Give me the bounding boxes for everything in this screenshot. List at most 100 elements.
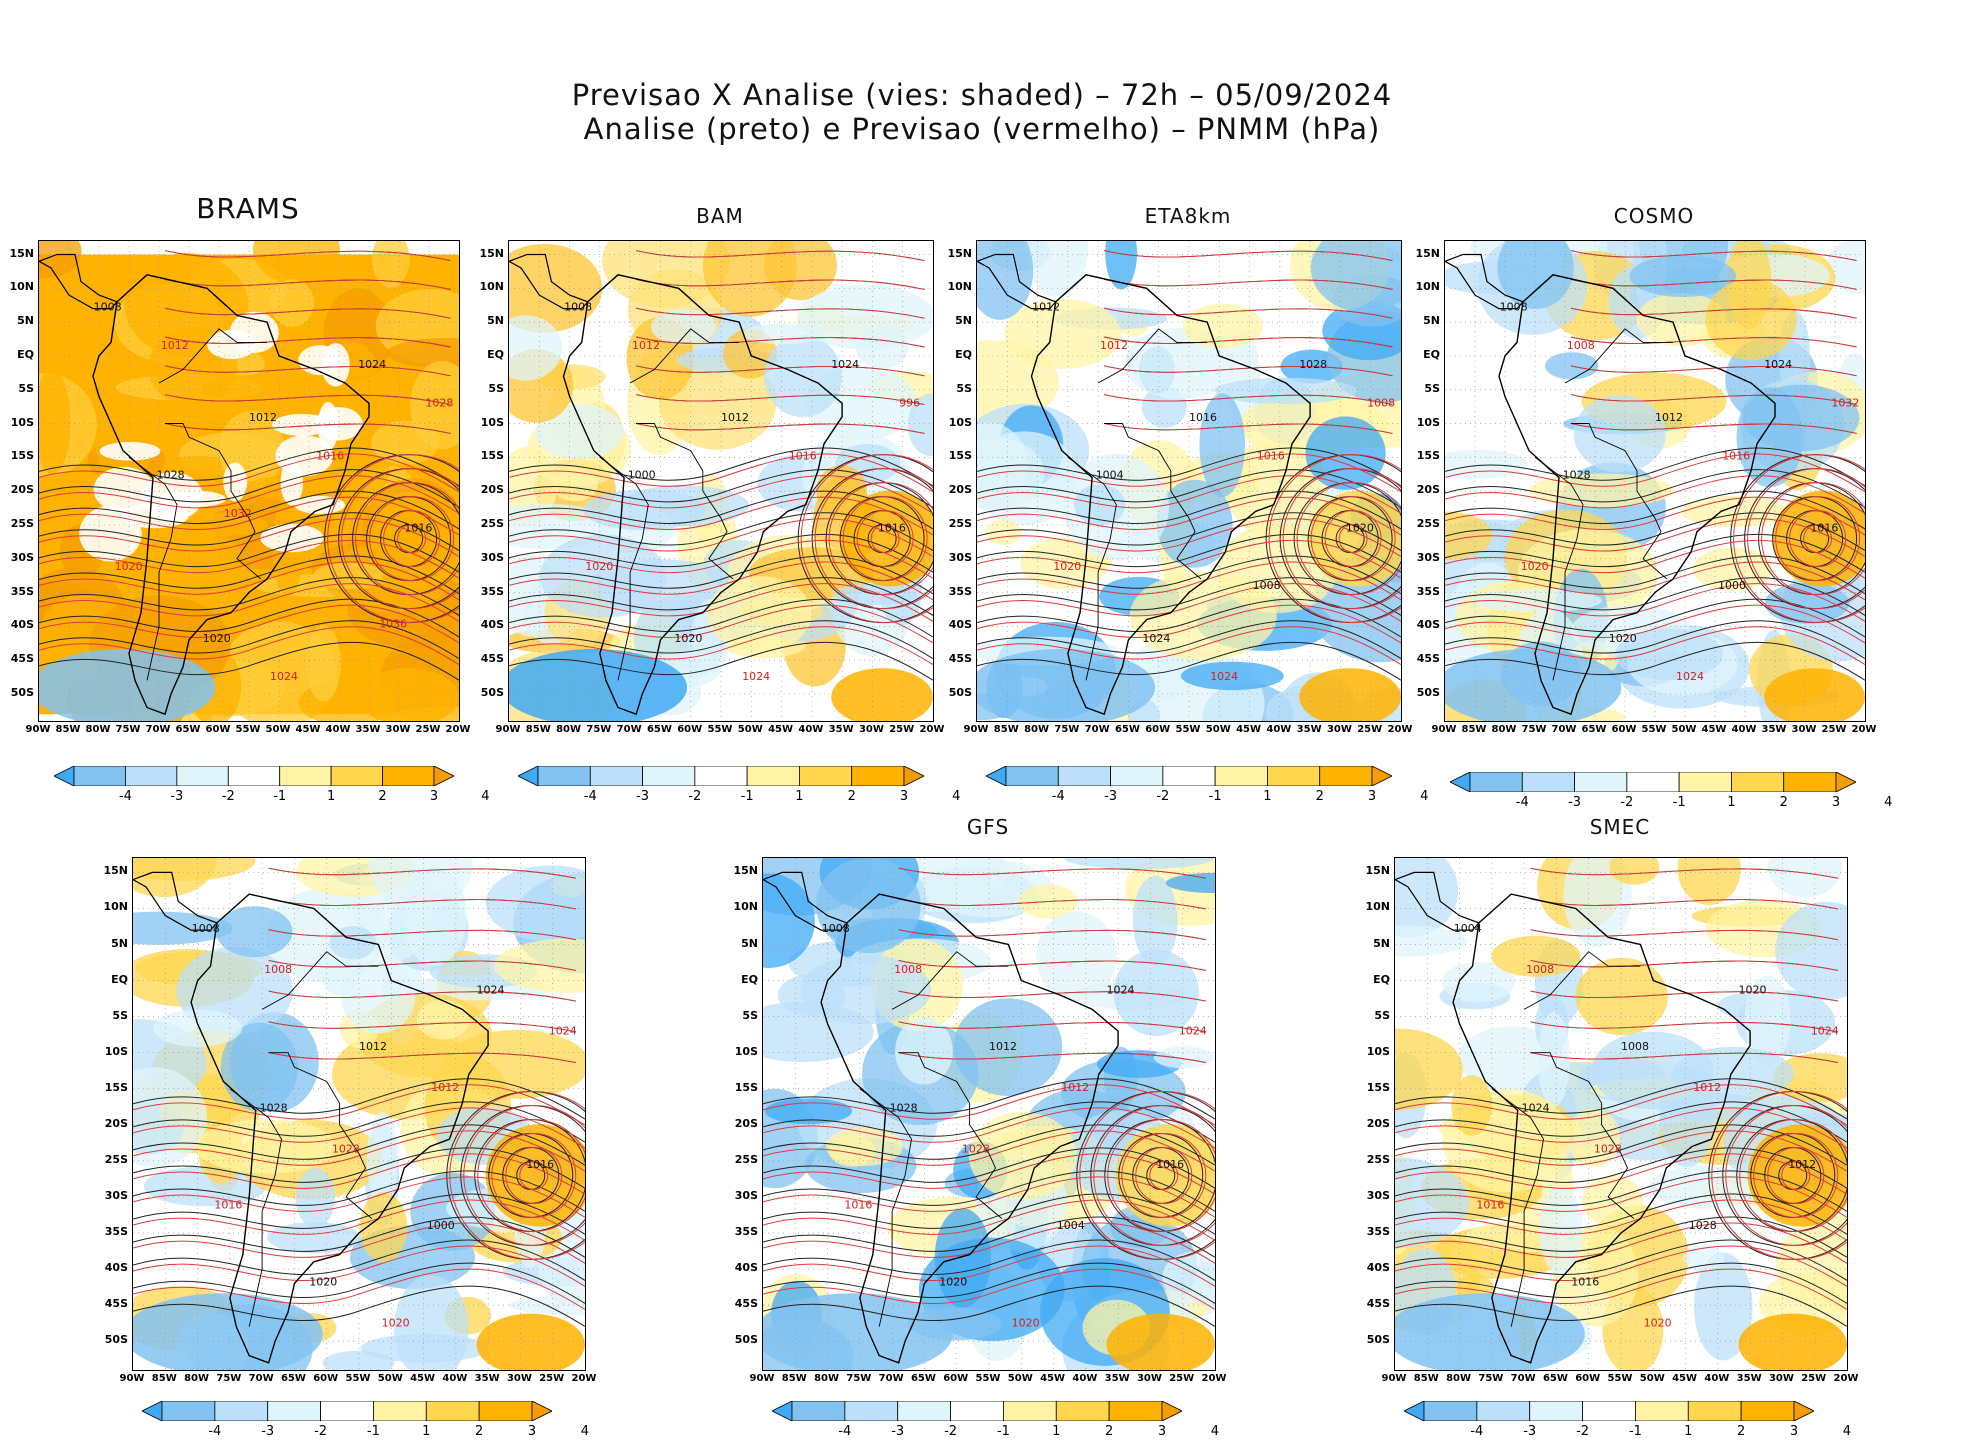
isobar-label: 1016 <box>1476 1199 1504 1212</box>
panel-title: COSMO <box>1613 204 1695 228</box>
isobar-label: 1020 <box>1739 984 1767 997</box>
panel-title: BRAMS <box>196 192 300 225</box>
colorbar-tick-label: -1 <box>996 1424 1010 1439</box>
lat-tick-label: 25S <box>104 1152 128 1166</box>
lon-tick-label: 90W <box>119 1373 145 1384</box>
isobar-label: 1028 <box>157 469 185 482</box>
isobar-label: 1012 <box>632 339 660 352</box>
lon-tick-label: 25W <box>539 1373 565 1384</box>
isobar-label: 1008 <box>94 301 122 314</box>
lon-tick-label: 50W <box>737 724 763 735</box>
colorbar-tick-label: 3 <box>1157 1424 1167 1439</box>
colorbar: -4 -3 -2 -1 1 2 3 4 <box>53 765 490 812</box>
colorbar-tick-label: -1 <box>740 789 754 804</box>
isobar-label: 1024 <box>1107 984 1135 997</box>
isobar-label: 1024 <box>549 1025 577 1038</box>
lon-tick-label: 85W <box>151 1373 177 1384</box>
lat-tick-label: 20S <box>734 1116 758 1130</box>
isobar-label: 1012 <box>249 411 277 424</box>
colorbar-tick-label: 2 <box>1105 1424 1114 1439</box>
lon-tick-label: 70W <box>1084 724 1110 735</box>
lon-tick-label: 35W <box>1104 1373 1130 1384</box>
lat-tick-label: 45S <box>1416 652 1440 666</box>
isobar-label: 1016 <box>1156 1158 1184 1171</box>
lat-tick-label: 10S <box>1416 415 1440 429</box>
lat-tick-label: 25S <box>948 516 972 530</box>
isobar-label: 1024 <box>1522 1101 1550 1114</box>
lon-tick-label: 45W <box>1701 724 1727 735</box>
isobar-label: 1028 <box>1563 469 1591 482</box>
lon-tick-label: 50W <box>1205 724 1231 735</box>
lat-tick-label: 50S <box>948 685 972 699</box>
isobar-label: 1000 <box>1718 579 1746 592</box>
colorbar-tick-label: -1 <box>1628 1424 1642 1439</box>
colorbar-tick-label: -3 <box>261 1424 275 1439</box>
map-plot: 1012 1016 1020 1024 1028 1004 1008 1012 1016 1020… <box>976 240 1402 722</box>
lon-tick-label: 35W <box>1296 724 1322 735</box>
lon-tick-label: 75W <box>1521 724 1547 735</box>
isobar-label: 1000 <box>628 469 656 482</box>
lat-tick-label: 10N <box>1365 900 1390 914</box>
isobar-label: 1016 <box>878 521 906 534</box>
lon-tick-label: 60W <box>1575 1373 1601 1384</box>
colorbar-tick-label: -3 <box>891 1424 905 1439</box>
lon-tick-label: 35W <box>474 1373 500 1384</box>
isobar-label: 1016 <box>404 521 432 534</box>
isobar-label: 1016 <box>1189 411 1217 424</box>
lat-tick-label: EQ <box>1423 347 1440 361</box>
lon-tick-label: 90W <box>495 724 521 735</box>
lon-tick-label: 60W <box>1145 724 1171 735</box>
colorbar-tick-label: -2 <box>1620 795 1634 810</box>
lat-tick-label: 10S <box>734 1044 758 1058</box>
lon-tick-label: 90W <box>25 724 51 735</box>
lat-tick-label: 10S <box>948 415 972 429</box>
lat-tick-label: 20S <box>1416 483 1440 497</box>
lat-tick-label: 15S <box>734 1080 758 1094</box>
colorbar-tick-label: -2 <box>1576 1424 1590 1439</box>
lon-tick-label: 70W <box>248 1373 274 1384</box>
lat-tick-label: EQ <box>111 972 128 986</box>
lat-tick-label: 15N <box>103 864 128 878</box>
lat-tick-label: 35S <box>1416 584 1440 598</box>
lat-tick-label: 50S <box>480 685 504 699</box>
colorbar-tick-label: 2 <box>847 789 856 804</box>
lat-tick-label: 5S <box>112 1008 128 1022</box>
lon-tick-label: 20W <box>445 724 471 735</box>
lon-tick-label: 75W <box>1054 724 1080 735</box>
lat-tick-label: 50S <box>10 685 34 699</box>
colorbar-tick-label: -2 <box>314 1424 328 1439</box>
isobar-label: 1012 <box>721 411 749 424</box>
isobar-label: 1004 <box>1454 922 1482 935</box>
lon-tick-label: 60W <box>943 1373 969 1384</box>
lat-tick-label: 20S <box>104 1116 128 1130</box>
lat-tick-label: 30S <box>104 1188 128 1202</box>
lat-tick-label: 40S <box>10 618 34 632</box>
lon-tick-label: 25W <box>1357 724 1383 735</box>
colorbar-tick-label: -4 <box>118 789 132 804</box>
colorbar-tick-label: -3 <box>636 789 650 804</box>
colorbar-tick-label: 4 <box>1210 1424 1219 1439</box>
lon-tick-label: 70W <box>616 724 642 735</box>
lat-tick-label: 35S <box>734 1224 758 1238</box>
figure-title-line1: Previsao X Analise (vies: shaded) – 72h … <box>571 78 1393 112</box>
lat-tick-label: 15S <box>1366 1080 1390 1094</box>
colorbar-tick-label: 1 <box>1684 1424 1693 1439</box>
lon-tick-label: 85W <box>1461 724 1487 735</box>
colorbar: -4 -3 -2 -1 1 2 3 4 <box>985 765 1428 812</box>
lat-tick-label: EQ <box>955 347 972 361</box>
colorbar-tick-label: 1 <box>422 1424 431 1439</box>
lon-tick-label: 45W <box>1672 1373 1698 1384</box>
figure-title-line2: Analise (preto) e Previsao (vermelho) – … <box>583 112 1381 146</box>
lat-tick-label: 45S <box>10 652 34 666</box>
lon-tick-label: 25W <box>889 724 915 735</box>
isobar-label: 1012 <box>161 339 189 352</box>
lat-tick-label: 15N <box>9 246 34 260</box>
lon-tick-label: 40W <box>442 1373 468 1384</box>
lat-tick-label: 15N <box>733 864 758 878</box>
lat-tick-label: 10N <box>9 280 34 294</box>
lon-tick-label: 20W <box>1387 724 1413 735</box>
lat-tick-label: 40S <box>1416 618 1440 632</box>
lat-tick-label: 40S <box>734 1261 758 1275</box>
lon-tick-label: 60W <box>205 724 231 735</box>
lon-tick-label: 55W <box>235 724 261 735</box>
